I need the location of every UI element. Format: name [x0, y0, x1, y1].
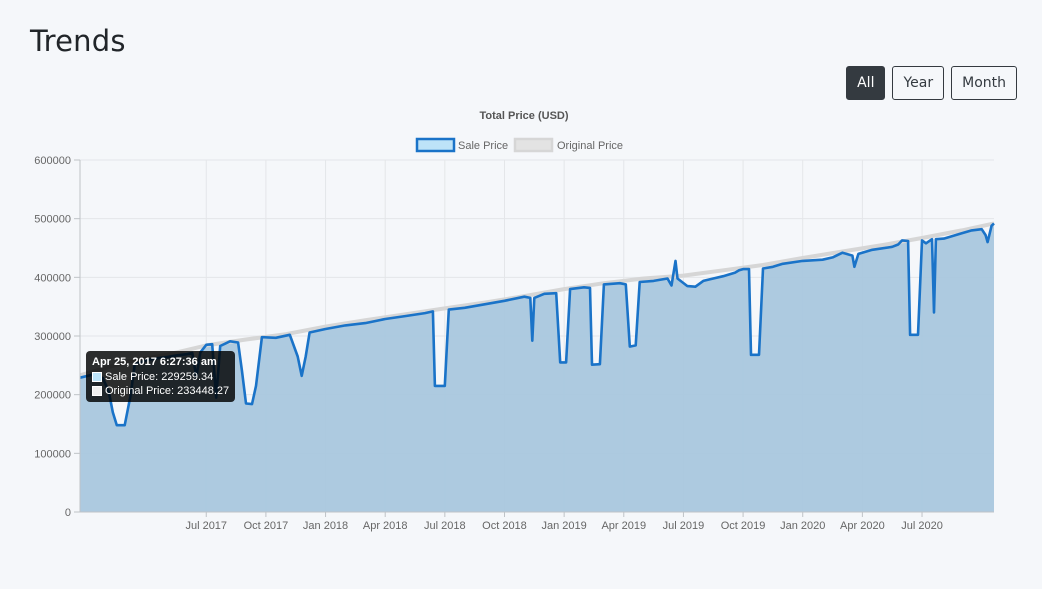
x-tick-label: Oct 2019 — [721, 520, 766, 532]
x-tick-label: Jul 2017 — [185, 520, 227, 532]
y-tick-label: 400000 — [34, 272, 71, 284]
legend-swatch-sale — [415, 137, 456, 153]
range-all-button[interactable]: All — [846, 66, 886, 100]
chart-tooltip: Apr 25, 2017 6:27:36 am Sale Price: 2292… — [86, 351, 236, 402]
y-tick-label: 100000 — [34, 448, 71, 460]
x-tick-label: Apr 2020 — [840, 520, 885, 532]
axes: 0 100000 200000 300000 400000 500000 600000 Jul… — [34, 155, 994, 532]
tooltip-sale-value: Sale Price: 229259.34 — [105, 371, 214, 383]
x-tick-label: Jul 2019 — [663, 520, 705, 532]
tooltip-row-sale: Sale Price: 229259.34 — [92, 370, 229, 384]
y-tick-label: 300000 — [34, 331, 71, 343]
x-tick-label: Oct 2018 — [482, 520, 527, 532]
y-tick-label: 200000 — [34, 390, 71, 402]
range-year-button[interactable]: Year — [892, 66, 945, 100]
page-title: Trends — [30, 24, 126, 58]
tooltip-title: Apr 25, 2017 6:27:36 am — [92, 356, 217, 368]
legend-swatch-original — [513, 137, 554, 153]
x-tick-label: Jul 2018 — [424, 520, 466, 532]
legend: Sale Price Original Price — [415, 137, 623, 153]
x-tick-label: Jul 2020 — [901, 520, 943, 532]
x-tick-label: Jan 2020 — [780, 520, 825, 532]
legend-label-original: Original Price — [557, 140, 623, 152]
time-range-selector: All Year Month — [846, 66, 1017, 100]
x-tick-label: Oct 2017 — [244, 520, 289, 532]
x-tick-label: Jan 2019 — [542, 520, 587, 532]
legend-label-sale: Sale Price — [458, 140, 508, 152]
chart-title: Total Price (USD) — [479, 110, 568, 122]
sale-price-area — [80, 223, 994, 512]
series-layer — [79, 221, 995, 512]
y-tick-label: 0 — [65, 507, 71, 519]
x-tick-label: Apr 2019 — [601, 520, 646, 532]
y-tick-label: 500000 — [34, 214, 71, 226]
tooltip-swatch-original — [92, 386, 102, 396]
tooltip-swatch-sale — [92, 372, 102, 382]
range-month-button[interactable]: Month — [951, 66, 1017, 100]
x-tick-label: Jan 2018 — [303, 520, 348, 532]
y-tick-label: 600000 — [34, 155, 71, 167]
tooltip-original-value: Original Price: 233448.27 — [105, 385, 230, 397]
x-tick-label: Apr 2018 — [363, 520, 408, 532]
tooltip-row-original: Original Price: 233448.27 — [92, 384, 229, 398]
